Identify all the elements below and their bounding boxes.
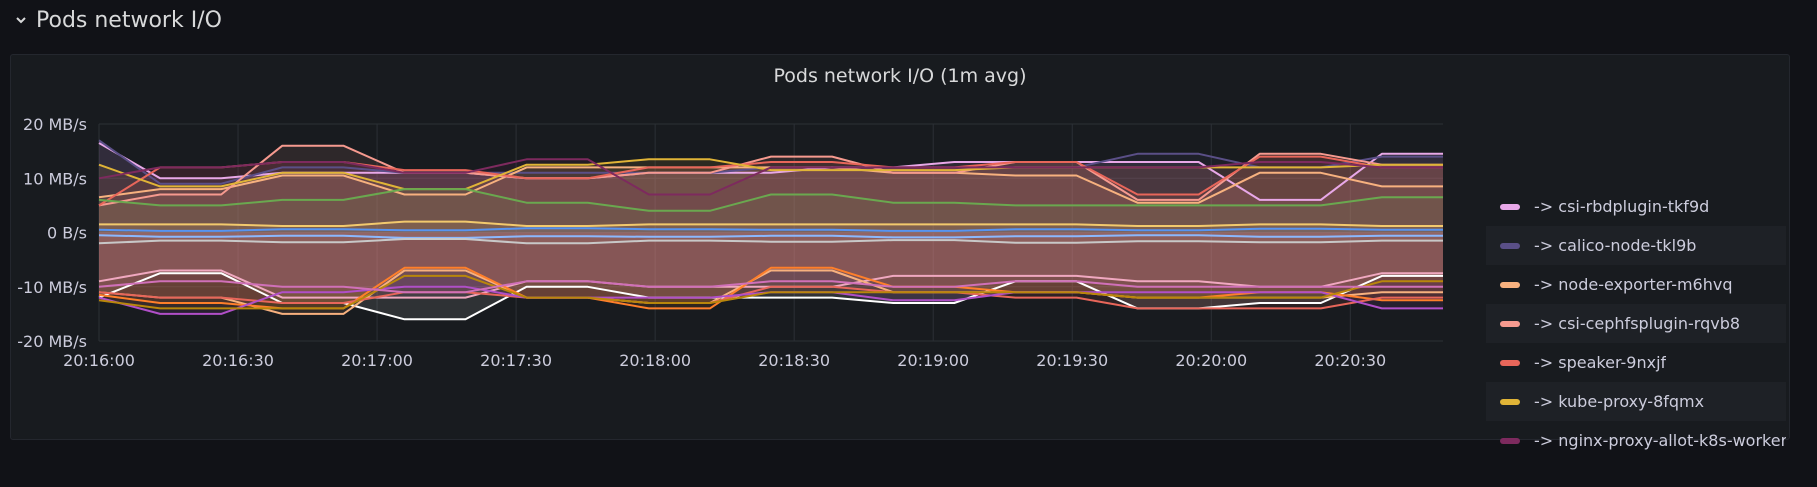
x-tick-label: 20:20:30 [1314,351,1386,370]
legend-item[interactable]: -> kube-proxy-8fqmx [1486,382,1786,421]
x-tick-label: 20:20:00 [1175,351,1247,370]
series-line-19[interactable] [98,280,1443,294]
legend-swatch [1500,437,1520,444]
x-tick-label: 20:17:30 [480,351,552,370]
legend-swatch [1500,398,1520,405]
legend-label: -> csi-rbdplugin-tkf9d [1534,197,1710,216]
x-tick-label: 20:16:00 [63,351,135,370]
x-tick-label: 20:18:00 [619,351,691,370]
legend-label: -> csi-cephfsplugin-rqvb8 [1534,314,1741,333]
legend-item[interactable]: -> nginx-proxy-allot-k8s-worker0 [1486,421,1786,460]
series-line-10[interactable] [98,234,1443,239]
legend-label: -> node-exporter-m6hvq [1534,275,1733,294]
chart-legend: -> csi-rbdplugin-tkf9d -> calico-node-tkl… [1486,187,1786,487]
y-tick-label: 0 B/s [47,224,87,243]
series-line-3[interactable] [98,144,1443,207]
series-area-14 [99,232,1443,314]
series-line-11[interactable] [98,238,1443,245]
row-title: Pods network I/O [36,7,222,33]
x-tick-label: 20:19:00 [897,351,969,370]
row-header[interactable]: Pods network I/O [14,4,222,36]
series-line-6[interactable] [98,158,1443,196]
x-tick-label: 20:18:30 [758,351,830,370]
legend-swatch [1500,203,1520,210]
legend-item[interactable]: -> node-exporter-m6hvq [1486,265,1786,304]
series-line-9[interactable] [98,227,1443,232]
series-line-5[interactable] [98,158,1443,191]
legend-swatch [1500,281,1520,288]
series-line-16[interactable] [98,285,1443,310]
series-area-19 [99,232,1443,293]
legend-swatch [1500,320,1520,327]
y-tick-label: -20 MB/s [17,332,87,351]
series-area-3 [99,145,1443,233]
series-area-2 [99,167,1443,233]
legend-swatch [1500,242,1520,249]
legend-item[interactable]: -> csi-cephfsplugin-rqvb8 [1486,304,1786,343]
series-area-0 [99,143,1443,233]
y-tick-label: 20 MB/s [23,115,87,134]
series-line-18[interactable] [98,274,1443,310]
legend-item[interactable]: -> csi-rbdplugin-tkf9d [1486,187,1786,226]
legend-label: -> calico-node-tkl9b [1534,236,1697,255]
series-area-17 [99,232,1443,314]
panel-title[interactable]: Pods network I/O (1m avg) [773,65,1027,87]
y-tick-label: 10 MB/s [23,169,87,188]
legend-item[interactable]: -> calico-node-tkl9b [1486,226,1786,265]
series-area-15 [99,232,1443,309]
series-area-12 [99,232,1443,298]
y-tick-label: -10 MB/s [17,278,87,297]
series-line-7[interactable] [98,188,1443,212]
network-io-chart[interactable]: 20 MB/s10 MB/s0 B/s-10 MB/s-20 MB/s20:16… [11,55,1481,435]
series-line-8[interactable] [99,220,1443,227]
legend-swatch [1500,359,1520,366]
x-tick-label: 20:19:30 [1036,351,1108,370]
legend-item[interactable]: -> speaker-9nxjf [1486,343,1786,382]
series-area-1 [99,140,1443,233]
legend-label: -> speaker-9nxjf [1534,353,1667,372]
chart-panel: Pods network I/O (1m avg) 20 MB/s 10 MB/s… [10,54,1790,450]
chevron-down-icon[interactable] [14,13,28,27]
x-tick-label: 20:17:00 [341,351,413,370]
legend-label: -> kube-proxy-8fqmx [1534,392,1705,411]
legend-label: -> nginx-proxy-allot-k8s-worker0 [1534,431,1786,450]
x-tick-label: 20:16:30 [202,351,274,370]
